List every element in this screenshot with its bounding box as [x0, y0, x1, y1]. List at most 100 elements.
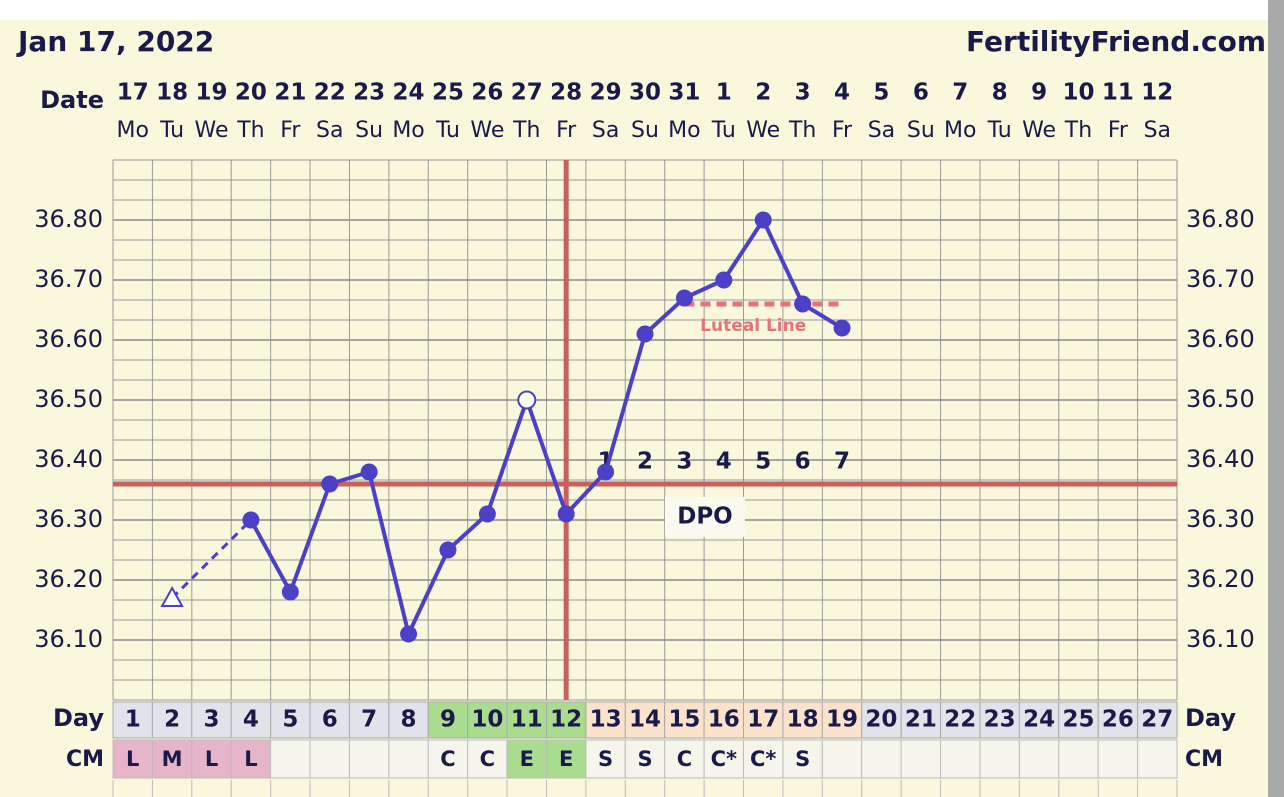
temperature-point [557, 505, 575, 523]
temperature-gap-line [171, 518, 252, 600]
date-label: 3 [795, 80, 811, 106]
day-cell [585, 701, 626, 739]
cm-cell [348, 739, 390, 779]
cm-cell [1058, 739, 1099, 779]
weekday-label: Mo [392, 118, 424, 143]
cm-cell [861, 739, 902, 779]
cm-cell [664, 739, 705, 779]
day-cell [782, 701, 823, 739]
temperature-point [439, 541, 457, 559]
day-number: 8 [401, 707, 417, 733]
cm-cell [506, 739, 547, 779]
day-number: 2 [164, 707, 180, 733]
day-cell [309, 701, 350, 739]
temperature-point [242, 511, 260, 529]
cm-cell [1097, 739, 1139, 779]
date-label: 24 [393, 80, 425, 106]
weekday-label: Fr [280, 118, 301, 143]
day-cell [1097, 701, 1139, 739]
temperature-point [636, 325, 654, 343]
date-label: 21 [274, 80, 306, 106]
cm-cell [545, 739, 587, 779]
cm-cell [270, 739, 311, 779]
weekday-label: Sa [592, 118, 619, 143]
temperature-point [675, 289, 693, 307]
cm-cell [191, 739, 232, 779]
temperature-line [249, 218, 844, 636]
weekday-label: Sa [1144, 118, 1171, 143]
y2-tick-label: 36.80 [1186, 205, 1255, 233]
day-number: 16 [708, 707, 740, 733]
y-tick-label: 36.10 [34, 625, 103, 653]
day-number: 21 [905, 707, 937, 733]
weekday-label: Sa [316, 118, 343, 143]
day-number: 13 [590, 707, 622, 733]
day-cell [151, 701, 193, 739]
y-tick-label: 36.80 [34, 205, 103, 233]
date-label: 28 [550, 80, 582, 106]
day-number: 4 [243, 707, 259, 733]
day-cell [270, 701, 311, 739]
dpo-number: 7 [834, 449, 850, 475]
cm-value: C [677, 747, 692, 771]
temperature-point [400, 625, 418, 643]
cm-value: L [126, 747, 139, 771]
weekday-label: We [470, 118, 504, 143]
day-number: 1 [125, 707, 141, 733]
day-cell [821, 701, 863, 739]
date-label: 5 [873, 80, 889, 106]
date-label: 8 [992, 80, 1008, 106]
cm-cell [309, 739, 350, 779]
cm-cell [900, 739, 942, 779]
y2-tick-label: 36.30 [1186, 505, 1255, 533]
cm-value: M [162, 747, 183, 771]
cm-value: S [598, 747, 613, 771]
day-number: 26 [1102, 707, 1134, 733]
weekday-label: Su [631, 118, 659, 143]
scrollbar [1268, 0, 1284, 797]
day-cell [861, 701, 902, 739]
cm-cell [743, 739, 784, 779]
weekday-label: We [1022, 118, 1056, 143]
date-label: 9 [1031, 80, 1047, 106]
y-tick-label: 36.40 [34, 445, 103, 473]
dpo-label: DPO [677, 504, 733, 530]
day-row-label: Day [53, 704, 104, 732]
weekday-label: Fr [1108, 118, 1129, 143]
weekday-label: Su [907, 118, 935, 143]
date-label: 30 [629, 80, 661, 106]
date-label: 23 [353, 80, 385, 106]
temperature-point [754, 211, 772, 229]
weekday-label: Th [788, 118, 816, 143]
luteal-line-label: Luteal Line [700, 316, 806, 336]
temperature-point [597, 463, 615, 481]
cm-cell [1018, 739, 1060, 779]
date-label: 1 [716, 80, 732, 106]
cm-cell [427, 739, 469, 779]
cm-value: E [559, 747, 573, 771]
day-cell [664, 701, 705, 739]
cm-cell [782, 739, 823, 779]
weekday-label: Fr [832, 118, 853, 143]
date-label: 7 [952, 80, 968, 106]
day-number: 11 [511, 707, 543, 733]
date-label: Date [40, 86, 104, 114]
date-label: 6 [913, 80, 929, 106]
cm-value: L [205, 747, 218, 771]
day-cell [900, 701, 942, 739]
y2-tick-label: 36.70 [1186, 265, 1255, 293]
date-label: 17 [117, 80, 149, 106]
weekday-label: Su [355, 118, 383, 143]
weekday-label: Mo [116, 118, 148, 143]
y2-tick-label: 36.50 [1186, 385, 1255, 413]
temperature-point [360, 463, 378, 481]
day-number: 20 [865, 707, 897, 733]
cm-row-label: CM [66, 747, 104, 772]
chart-background [0, 20, 1268, 797]
date-label: 25 [432, 80, 464, 106]
date-label: 18 [156, 80, 188, 106]
cm-cell [940, 739, 981, 779]
day-number: 5 [282, 707, 298, 733]
